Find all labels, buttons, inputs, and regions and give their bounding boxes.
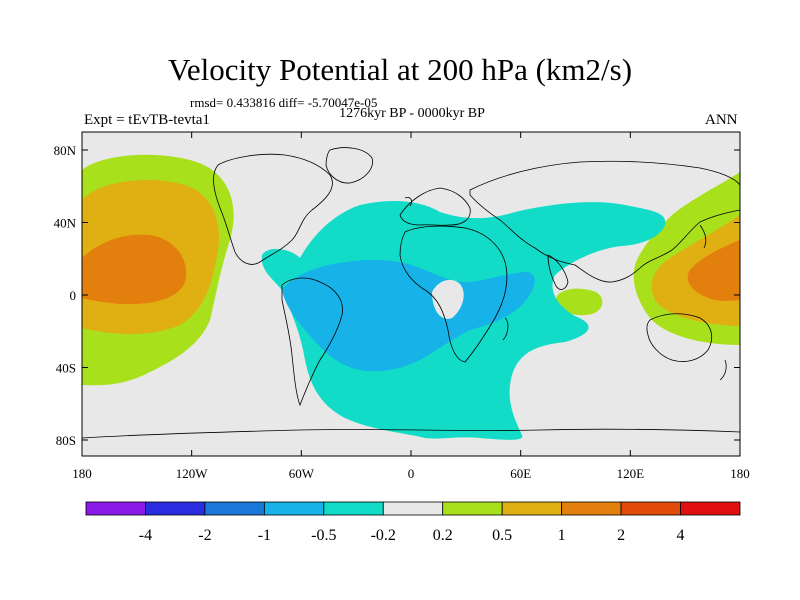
lat-tick-label: 80N [54,143,77,158]
colorbar-box [382,501,444,516]
colorbar-label: 1 [558,527,566,544]
colorbar-label: 2 [617,527,625,544]
colorbar-box [323,501,384,516]
lat-tick-label: 80S [56,433,76,448]
colorbar-label: -4 [139,527,152,544]
colorbar-box [204,501,265,516]
lat-tick-label: 0 [70,288,77,303]
contour-atlantic-negative-mid [282,260,535,372]
lon-tick-label: 120W [176,466,209,481]
colorbar-label: -1 [258,527,271,544]
colorbar-label: -2 [198,527,211,544]
coastlines [82,147,740,439]
colorbar-label: 0.5 [492,527,512,544]
colorbar-label: -0.5 [311,527,336,544]
coast-madagascar [502,317,509,341]
latitude-ticks: 80N 40N 0 40S 80S [54,143,740,448]
lat-tick-label: 40N [54,216,77,231]
season-label: ANN [705,112,738,128]
lon-tick-label: 180 [730,466,750,481]
coast-australia [646,313,713,362]
lon-tick-label: 60E [510,466,531,481]
colorbar-box [85,501,146,516]
longitude-ticks: 180 120W 60W 0 60E 120E 180 [72,132,750,481]
coast-new-zealand [719,359,727,381]
coast-japan [699,224,707,249]
colorbar-label: 0.2 [433,527,453,544]
colorbar-box [263,501,325,516]
stats-text: rmsd= 0.433816 diff= -5.70047e-05 [190,95,378,110]
colorbar-box [620,501,681,516]
colorbar-box [561,501,622,516]
contour-indian-positive-weak [556,288,603,316]
period-text: 1276kyr BP - 0000kyr BP [339,106,485,121]
chart-title: Velocity Potential at 200 hPa (km2/s) [167,52,633,87]
coast-asia [469,160,740,283]
colorbar-box [442,501,503,516]
colorbar-label: -0.2 [371,527,396,544]
colorbar-box [680,501,741,516]
coast-british-isles [404,197,413,207]
experiment-label: Expt = tEvTB-tevta1 [84,112,210,128]
coast-greenland [325,147,373,184]
colorbar-box [145,501,206,516]
lon-tick-label: 0 [408,466,415,481]
contour-westpacific-positive-strong [687,240,740,301]
map-area [82,132,740,456]
coast-south-america [281,277,343,407]
colorbar-box [501,501,563,516]
lon-tick-label: 60W [289,466,315,481]
coast-europe [399,187,471,226]
coast-india [547,254,569,290]
coast-antarctica [82,428,740,439]
colorbar-label: 4 [677,527,685,544]
colorbar: -4 -2 -1 -0.5 -0.2 0.2 0.5 1 2 4 [85,501,741,544]
contour-central-africa-neutral [432,279,464,319]
lon-tick-label: 120E [617,466,645,481]
lon-tick-label: 180 [72,466,92,481]
coast-north-america [213,153,333,265]
coast-africa [399,225,508,363]
lat-tick-label: 40S [56,361,76,376]
contour-pacific-positive-strong [82,234,187,305]
